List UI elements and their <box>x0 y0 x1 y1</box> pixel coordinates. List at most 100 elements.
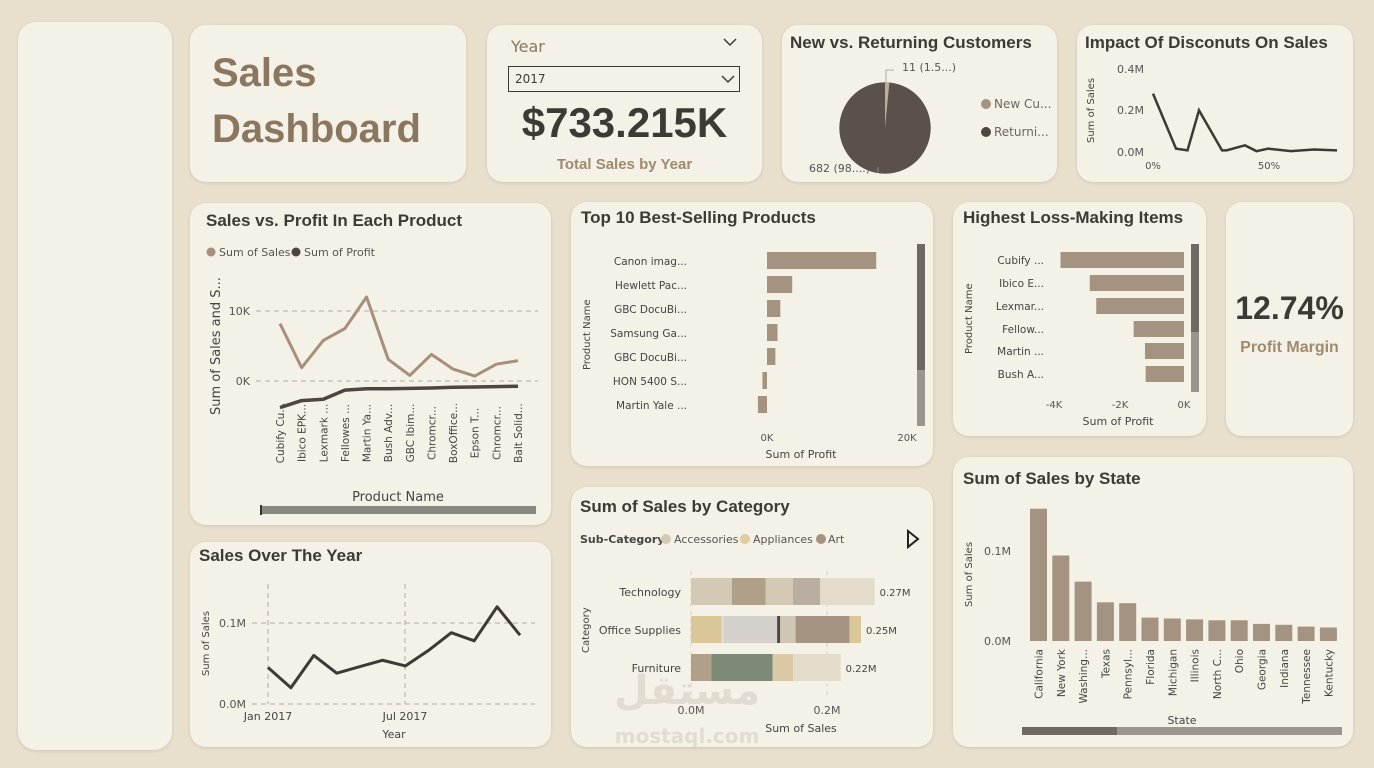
category-segment <box>691 578 732 605</box>
top10-bar <box>767 348 776 365</box>
category-xtick-0: 0.0M <box>678 704 705 717</box>
loss-product-label: Lexmar... <box>996 301 1044 313</box>
top10-product-label: GBC DocuBi... <box>614 304 687 316</box>
category-stacked-bar-chart: Sub-Category Accessories Appliances Art … <box>580 528 920 735</box>
product-label: Chromcr... <box>426 406 438 460</box>
top10-bar <box>767 300 781 317</box>
category-segment <box>723 616 778 643</box>
pie-label-returning: 682 (98....) <box>809 162 870 175</box>
legend-marker-accessories <box>661 534 671 544</box>
loss-bar <box>1089 275 1184 291</box>
category-label: Office Supplies <box>599 624 681 637</box>
category-segment <box>731 578 766 605</box>
state-label: New York <box>1056 648 1068 697</box>
category-segment <box>793 578 821 605</box>
category-total-label: 0.27M <box>880 588 911 599</box>
legend-label-returning: Returni... <box>994 125 1049 139</box>
loss-bar <box>1096 298 1184 314</box>
state-label: Kentucky <box>1323 649 1335 697</box>
total-sales-label: Total Sales by Year <box>556 156 693 173</box>
loss-bar <box>1145 343 1184 359</box>
state-card: Sum of Sales by State Sum of Sales 0.1M … <box>953 457 1353 747</box>
over-year-ylabel: Sum of Sales <box>201 611 212 676</box>
state-bar <box>1297 626 1315 641</box>
state-title: Sum of Sales by State <box>963 469 1141 488</box>
loss-bar <box>1060 252 1184 268</box>
state-label: Tennessee <box>1301 649 1313 705</box>
top10-bar <box>767 324 778 341</box>
category-segment <box>849 616 861 643</box>
category-xtick-1: 0.2M <box>814 704 841 717</box>
state-bar <box>1119 603 1137 641</box>
category-card: Sum of Sales by Category Sub-Category Ac… <box>571 487 933 747</box>
category-total-label: 0.22M <box>846 664 877 675</box>
category-label: Furniture <box>632 662 682 675</box>
state-label: Florida <box>1145 649 1157 685</box>
state-label: California <box>1034 649 1046 699</box>
loss-bar <box>1133 321 1184 337</box>
loss-product-label: Fellow... <box>1002 324 1044 336</box>
state-bar <box>1208 620 1226 641</box>
sales-profit-ytick-0k: 0K <box>236 375 251 388</box>
category-segment <box>691 616 722 643</box>
year-dropdown[interactable]: 2017 <box>508 66 740 92</box>
top10-xtick-1: 20K <box>897 433 917 444</box>
category-segment <box>820 578 875 605</box>
product-label: Chromcr... <box>491 406 503 460</box>
state-bar <box>1186 619 1204 641</box>
customers-card: New vs. Returning Customers 11 (1.5...) … <box>782 25 1057 182</box>
top10-xtick-0: 0K <box>761 433 774 444</box>
category-segment <box>793 654 841 681</box>
product-label: Cubify Cu... <box>275 403 287 464</box>
product-label: Epson T... <box>470 408 482 458</box>
sales-profit-ylabel: Sum of Sales and S... <box>209 277 224 415</box>
legend-label-appliances: Appliances <box>753 533 813 546</box>
state-label: Texas <box>1100 649 1112 679</box>
top10-product-label: GBC DocuBi... <box>614 352 687 364</box>
legend-marker-appliances <box>740 534 750 544</box>
state-bar <box>1052 555 1070 641</box>
sales-profit-xlabel: Product Name <box>352 490 444 505</box>
top10-product-label: HON 5400 S... <box>613 376 687 388</box>
loss-xtick-2: 0K <box>1178 400 1191 411</box>
state-label: Indiana <box>1279 649 1291 688</box>
sales-profit-title: Sales vs. Profit In Each Product <box>206 211 463 230</box>
sales-profit-line-chart: Sum of Sales Sum of Profit Sum of Sales … <box>206 246 538 515</box>
over-year-ytick-1: 0.0M <box>219 698 246 711</box>
state-bar <box>1096 602 1114 641</box>
top10-bar <box>767 276 793 293</box>
state-bar <box>1030 508 1047 641</box>
discounts-xtick-1: 50% <box>1258 161 1280 172</box>
category-title: Sum of Sales by Category <box>580 497 790 516</box>
product-label: BoxOffice... <box>448 403 460 463</box>
legend-marker-returning <box>981 127 991 137</box>
state-bar <box>1074 581 1092 641</box>
year-filter-collapse-icon[interactable] <box>723 35 737 49</box>
discounts-ylabel: Sum of Sales <box>1086 78 1097 143</box>
legend-marker-sales <box>206 247 216 257</box>
total-sales-value: $733.215K <box>521 99 728 146</box>
loss-xtick-1: -2K <box>1112 400 1129 411</box>
state-ytick-0: 0.1M <box>984 545 1011 558</box>
state-bar <box>1319 627 1337 641</box>
top10-product-label: Martin Yale ... <box>616 400 687 412</box>
state-label: Georgia <box>1257 649 1269 690</box>
chevron-down-icon <box>721 73 735 85</box>
over-year-card: Sales Over The Year Sum of Sales 0.1M 0.… <box>190 542 551 747</box>
top10-bar <box>762 372 767 389</box>
legend-next-icon <box>907 528 920 550</box>
top10-bar <box>767 252 877 269</box>
state-ytick-1: 0.0M <box>984 635 1011 648</box>
legend-label-art: Art <box>828 533 845 546</box>
top10-card: Top 10 Best-Selling Products Product Nam… <box>571 202 933 466</box>
legend-label-new: New Cu... <box>994 97 1051 111</box>
state-label: Washing... <box>1078 649 1090 704</box>
state-ylabel: Sum of Sales <box>964 542 975 607</box>
loss-product-label: Ibico E... <box>999 278 1044 290</box>
loss-title: Highest Loss-Making Items <box>963 208 1184 227</box>
product-label: Bush Adv... <box>383 404 395 462</box>
loss-bar-chart: Product Name Cubify ... Ibico E... Lexmar.… <box>964 244 1199 428</box>
state-scrollbar-thumb <box>1022 727 1117 735</box>
left-nav-panel <box>18 22 172 750</box>
title-card: Sales Dashboard <box>190 25 466 182</box>
